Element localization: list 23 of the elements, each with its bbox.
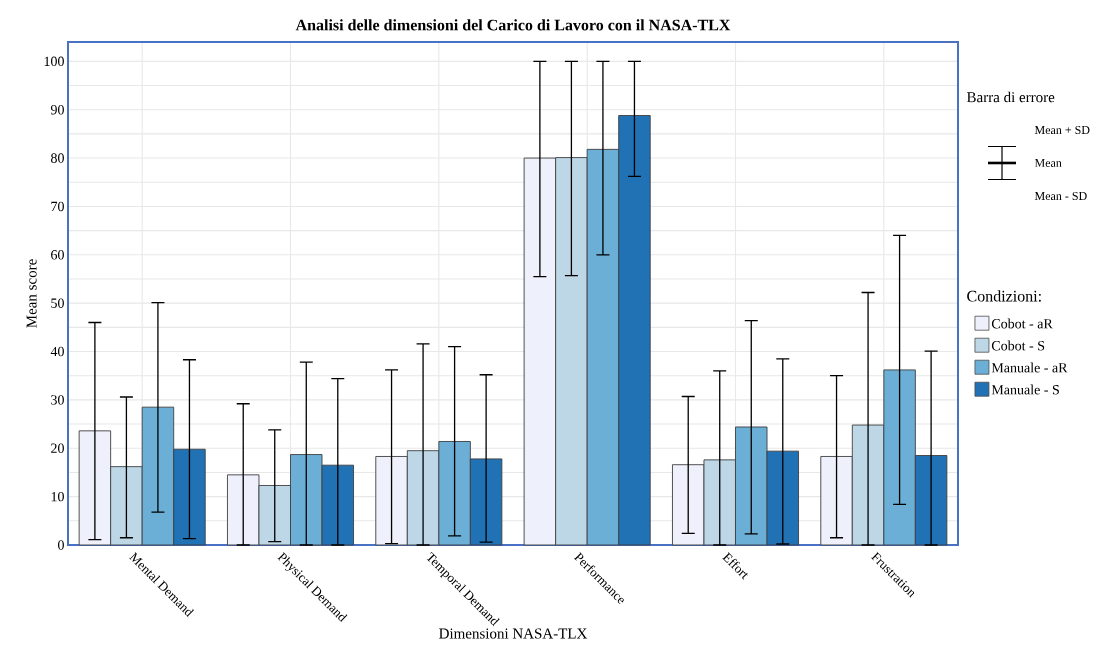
text: Barra di errore: [966, 91, 1055, 103]
y-tick-label: 70: [51, 201, 64, 212]
text: Mean: [1034, 159, 1062, 167]
y-tick-label: 50: [51, 298, 64, 308]
y-tick-label: 100: [44, 56, 64, 67]
x-axis-title: Dimensioni NASA-TLX: [439, 628, 588, 639]
chart-title: Analisi delle dimensioni del Carico di Lavoro con il NASA-TLX: [295, 19, 731, 31]
y-tick-label: 90: [50, 104, 64, 115]
y-tick-label: 20: [51, 443, 64, 453]
y-tick-label: 10: [51, 491, 64, 502]
legend-label: Manuale - S: [991, 384, 1059, 395]
legend-label: Cobot - S: [991, 340, 1045, 351]
legend-label: Cobot - aR: [991, 318, 1053, 329]
legend-title: Condizioni:: [967, 290, 1041, 302]
y-tick-label: 60: [51, 250, 64, 260]
text: Mean + SD: [1034, 125, 1090, 135]
y-tick-label: 30: [51, 395, 64, 405]
y-axis-title: Mean score: [26, 259, 37, 328]
y-tick-label: 80: [51, 153, 64, 163]
y-tick-label: 40: [50, 346, 64, 357]
text: Mean - SD: [1034, 191, 1087, 201]
y-tick-label: 0: [58, 540, 64, 550]
legend-label: Manuale - aR: [991, 362, 1068, 373]
